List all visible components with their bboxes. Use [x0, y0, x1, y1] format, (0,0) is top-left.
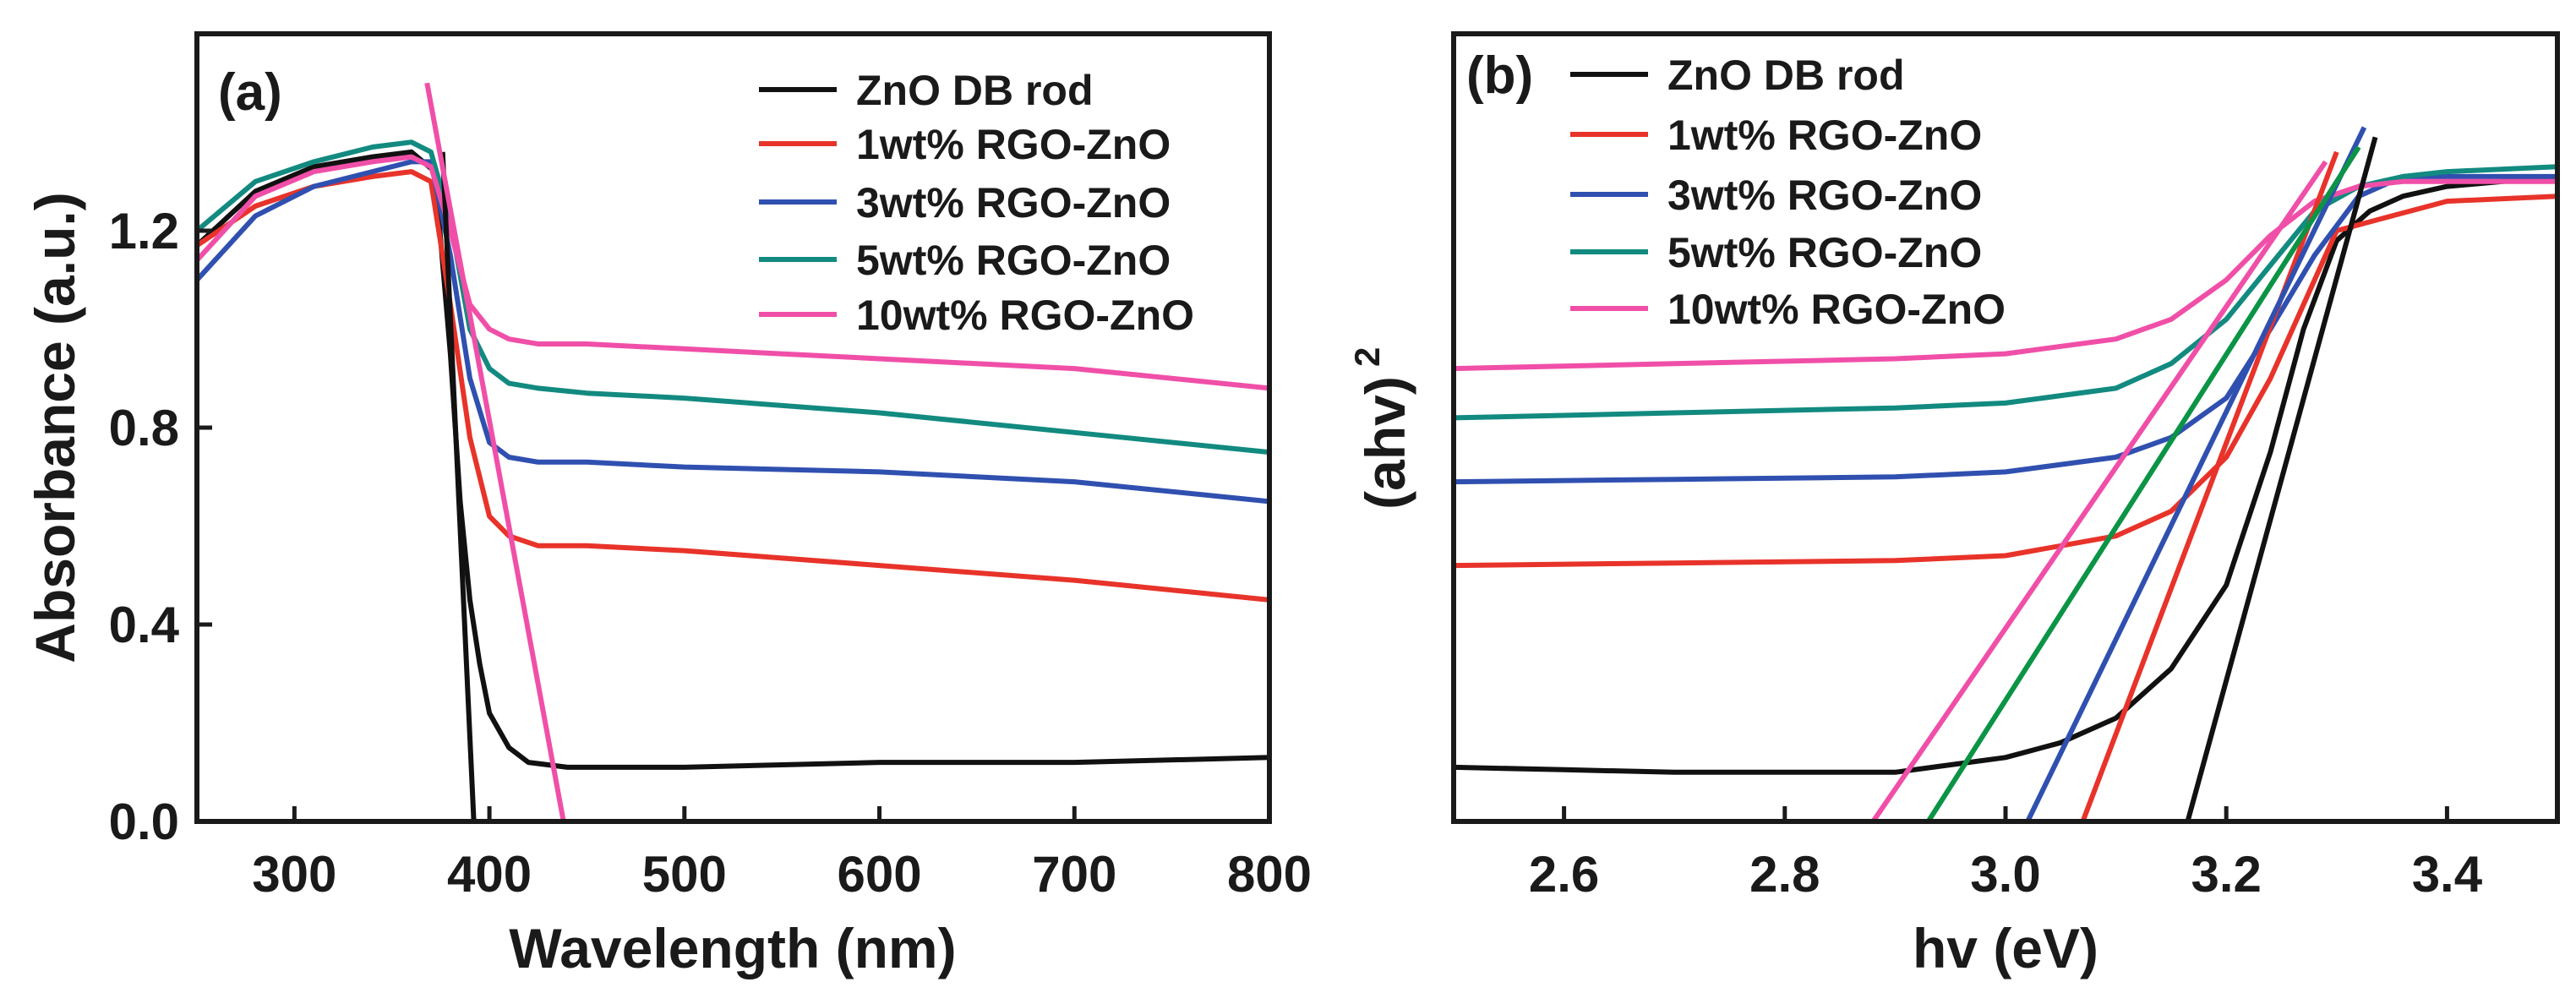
panel-a-series-line-2	[197, 159, 1269, 505]
panel-a-ytick-label-0.4: 0.4	[109, 597, 180, 653]
panel-b-label: (b)	[1466, 46, 1533, 105]
panel-b-xtick-label-2.8: 2.8	[1749, 846, 1820, 903]
panel-b-series-line-3	[1454, 164, 2557, 421]
panel-a-x-axis-title: Wavelength (nm)	[509, 917, 956, 979]
panel-a-xtick-label-700: 700	[1032, 846, 1116, 903]
panel-b-legend-label-1: 1wt% RGO-ZnO	[1667, 112, 1982, 159]
panel-b-y-axis-title-group: (ahv) 2	[1347, 347, 1416, 510]
panel-a-xtick-label-600: 600	[837, 846, 921, 903]
panel-b-legend-label-0: ZnO DB rod	[1667, 52, 1905, 99]
panel-a-series-line-0	[197, 149, 1269, 770]
panel-b-tangent-line-3	[1926, 145, 2361, 821]
panel-b-tauc-plot: (b) 2.6 2.8 3.0 3.2 3.4 hv (eV) (ahv) 2 …	[1347, 31, 2560, 979]
panel-a-legend-label-3: 5wt% RGO-ZnO	[856, 237, 1171, 284]
panel-a-legend: ZnO DB rod 1wt% RGO-ZnO 3wt% RGO-ZnO 5wt…	[759, 67, 1194, 339]
panel-a-tangent-line-1	[424, 82, 566, 821]
panel-a-label: (a)	[218, 63, 282, 122]
panel-b-tangent-group	[1870, 126, 2378, 821]
panel-b-legend: ZnO DB rod 1wt% RGO-ZnO 3wt% RGO-ZnO 5wt…	[1570, 52, 2006, 333]
panel-a-legend-label-4: 10wt% RGO-ZnO	[856, 292, 1194, 339]
panel-a-xtick-label-500: 500	[642, 846, 727, 903]
panel-b-legend-label-2: 3wt% RGO-ZnO	[1667, 172, 1982, 219]
panel-b-x-axis-title: hv (eV)	[1913, 917, 2098, 979]
panel-b-series-line-4	[1454, 178, 2557, 372]
panel-a-legend-label-2: 3wt% RGO-ZnO	[856, 179, 1171, 226]
panel-b-series-group	[1454, 164, 2557, 775]
panel-a-xtick-label-300: 300	[252, 846, 336, 903]
panel-b-xtick-label-3.4: 3.4	[2412, 846, 2483, 903]
panel-b-series-line-0	[1454, 173, 2557, 775]
panel-a-series-line-4	[197, 154, 1269, 391]
panel-a-absorbance-chart: (a) 300 400 500 600 700 800 0.0 0.4 0.8 …	[24, 31, 1312, 979]
panel-b-xtick-label-2.6: 2.6	[1529, 846, 1599, 903]
panel-b-series-line-1	[1454, 194, 2557, 569]
panel-b-tangent-line-4	[1870, 160, 2328, 821]
panel-a-xtick-label-800: 800	[1227, 846, 1312, 903]
panel-a-legend-label-1: 1wt% RGO-ZnO	[856, 121, 1171, 168]
panel-a-ytick-label-0.8: 0.8	[109, 400, 179, 456]
panel-b-y-axis-superscript: 2	[1347, 347, 1387, 367]
panel-a-ytick-label-0.0: 0.0	[109, 794, 179, 850]
panel-a-series-group	[197, 139, 1269, 770]
panel-b-tangent-line-2	[2025, 126, 2367, 821]
panel-a-ticks	[197, 228, 1272, 824]
panel-b-xtick-label-3.2: 3.2	[2191, 846, 2261, 903]
panel-a-plot-area	[197, 82, 1269, 821]
panel-b-plot-area	[1454, 126, 2557, 821]
panel-b-legend-label-4: 10wt% RGO-ZnO	[1667, 286, 2006, 333]
panel-b-legend-label-3: 5wt% RGO-ZnO	[1667, 229, 1982, 276]
panel-a-tangent-line-0	[439, 151, 477, 821]
panel-b-xtick-label-3.0: 3.0	[1970, 846, 2040, 903]
panel-b-ticks	[1562, 806, 2449, 821]
panel-a-tangent-group	[424, 82, 566, 821]
panel-a-series-line-3	[197, 139, 1269, 456]
panel-a-legend-label-0: ZnO DB rod	[856, 67, 1094, 114]
panel-a-xtick-label-400: 400	[447, 846, 532, 903]
panel-b-y-axis-title: (ahv)	[1354, 376, 1416, 510]
panel-a-y-axis-title: Absorbance (a.u.)	[24, 192, 86, 663]
panel-b-tangent-line-0	[2185, 136, 2378, 821]
panel-b-tangent-line-1	[2080, 150, 2339, 821]
panel-a-ytick-label-1.2: 1.2	[109, 203, 179, 259]
